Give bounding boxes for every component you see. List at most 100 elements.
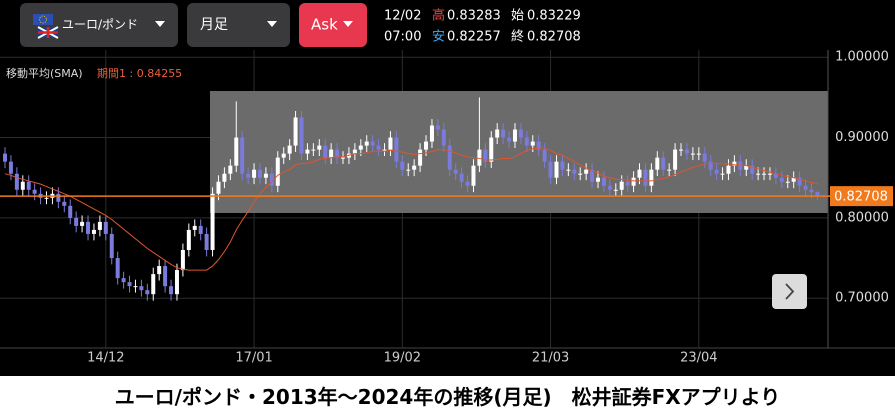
close-label: 終 xyxy=(511,29,524,45)
candle-body xyxy=(20,181,25,190)
x-tick-label: 14/12 xyxy=(87,351,124,366)
candle-body xyxy=(424,141,429,150)
low-label: 安 xyxy=(432,30,445,45)
candle-body xyxy=(186,229,191,251)
candle-body xyxy=(406,169,411,171)
candle-body xyxy=(696,153,701,155)
candle-body xyxy=(246,173,251,178)
candle-body xyxy=(785,181,790,183)
candle-body xyxy=(441,129,446,146)
candle-body xyxy=(726,165,731,174)
candle-body xyxy=(91,229,96,234)
candle-body xyxy=(62,201,67,206)
eu-stars xyxy=(39,15,47,24)
candle-body xyxy=(779,177,784,182)
app-screen: ユーロ/ポンド 月足 Ask 12/02 高 0.83283 始 0.83229… xyxy=(0,3,895,366)
candle-body xyxy=(512,129,517,142)
candle-body xyxy=(335,149,340,158)
candle-body xyxy=(44,197,49,199)
candle-body xyxy=(524,137,529,146)
candle-body xyxy=(352,149,357,154)
open-value: 0.83229 xyxy=(527,9,581,24)
ask-button[interactable] xyxy=(299,3,367,47)
x-tick-label: 17/01 xyxy=(235,351,272,366)
candle-body xyxy=(429,125,434,142)
candle-body xyxy=(3,153,7,162)
candle-body xyxy=(756,173,761,175)
candle-body xyxy=(773,173,778,178)
candle-body xyxy=(222,173,227,182)
candle-body xyxy=(809,189,814,193)
candle-body xyxy=(738,161,743,170)
candle-body xyxy=(299,117,304,154)
pair-dropdown[interactable] xyxy=(20,3,178,47)
candle-body xyxy=(8,161,13,174)
open-label: 始 xyxy=(511,9,524,24)
candle-body xyxy=(14,173,19,190)
candle-body xyxy=(269,173,274,186)
candle-body xyxy=(127,282,132,287)
candle-body xyxy=(109,233,114,259)
candle-body xyxy=(673,149,678,170)
y-tick-label: 1.00000 xyxy=(835,50,889,65)
candle-body xyxy=(560,161,565,170)
candle-body xyxy=(305,149,310,154)
timeframe-label: 月足 xyxy=(200,17,228,33)
candle-body xyxy=(655,157,660,170)
candle-body xyxy=(762,173,767,175)
candle-body xyxy=(382,149,387,151)
candle-body xyxy=(714,169,719,174)
high-value: 0.83283 xyxy=(447,9,501,24)
caret xyxy=(343,21,353,27)
candle-body xyxy=(323,145,328,158)
candle-body xyxy=(281,153,286,158)
candle-body xyxy=(180,250,185,271)
candle-body xyxy=(542,149,547,162)
pair-label: ユーロ/ポンド xyxy=(62,18,138,32)
candle-body xyxy=(204,233,209,251)
candles xyxy=(3,97,820,301)
candle-body xyxy=(115,258,120,279)
candle-body xyxy=(103,221,108,234)
candle-body xyxy=(192,225,197,230)
candle-body xyxy=(702,153,707,162)
caret xyxy=(267,21,277,27)
uk-cross xyxy=(38,27,58,38)
candle-body xyxy=(530,141,535,146)
candle-body xyxy=(643,169,648,186)
candle-body xyxy=(732,161,737,166)
candle-body xyxy=(584,169,589,174)
y-tick-label: 0.80000 xyxy=(835,210,889,225)
date: 12/02 xyxy=(384,9,421,24)
candle-body xyxy=(26,181,31,190)
candle-body xyxy=(216,181,221,194)
x-tick-label: 19/02 xyxy=(384,351,421,366)
candle-body xyxy=(240,137,245,174)
ask-label: Ask xyxy=(311,16,338,34)
candle-body xyxy=(174,270,179,295)
x-tick-label: 23/04 xyxy=(680,351,717,366)
candle-body xyxy=(435,125,440,130)
candle-body xyxy=(791,177,796,182)
candle-body xyxy=(341,157,346,159)
candle-body xyxy=(477,149,482,166)
overlay: 0.82708 xyxy=(0,186,893,207)
candle-body xyxy=(169,286,174,295)
candle-body xyxy=(252,169,257,178)
candle-body xyxy=(679,149,684,151)
candle-body xyxy=(358,145,363,150)
next-arrow xyxy=(785,283,795,300)
candle-body xyxy=(720,173,725,175)
candle-body xyxy=(287,145,292,154)
caret xyxy=(155,21,165,27)
sma-title: 移動平均(SMA) xyxy=(6,66,83,80)
candle-body xyxy=(507,137,512,142)
timeframe-dropdown[interactable] xyxy=(187,3,290,47)
high-label: 高 xyxy=(432,8,445,24)
candle-body xyxy=(364,141,369,146)
candle-body xyxy=(631,177,636,186)
next-button[interactable] xyxy=(772,274,807,309)
time: 07:00 xyxy=(384,30,421,45)
caption: ユーロ/ポンド・2013年〜2024年の推移(月足) 松井証券FXアプリより xyxy=(0,376,895,418)
